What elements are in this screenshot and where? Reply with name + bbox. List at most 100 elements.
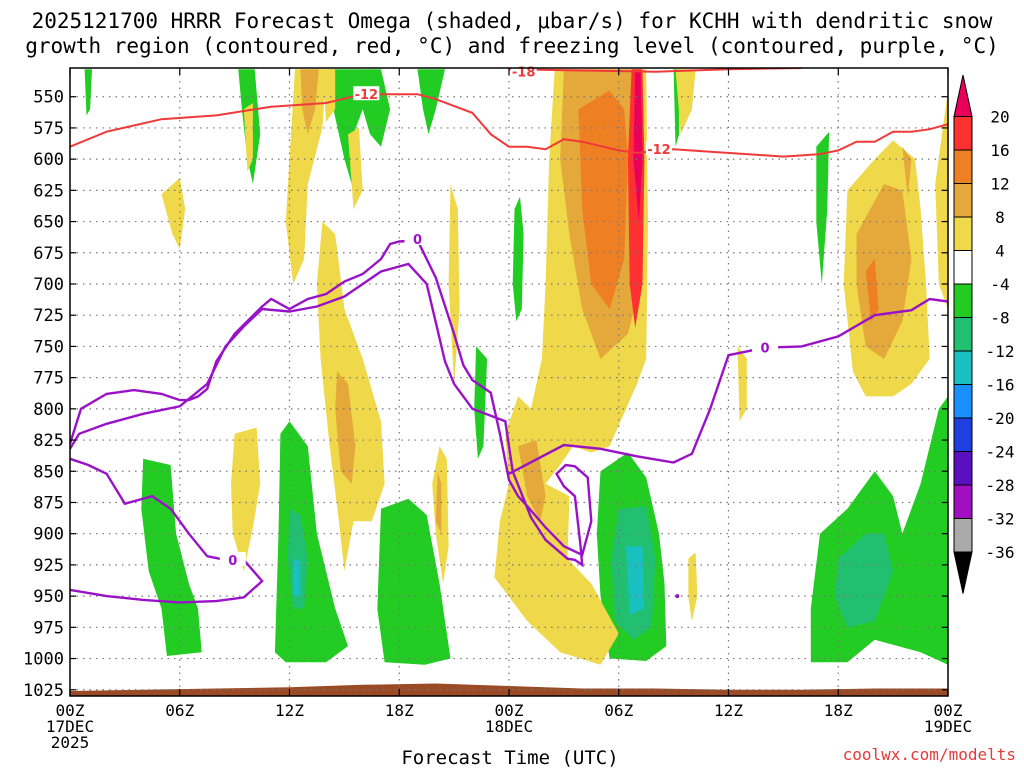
y-tick-label: 650 bbox=[33, 213, 64, 233]
omega-region-4 bbox=[322, 69, 336, 122]
colorbar-label: -32 bbox=[986, 510, 1015, 529]
colorbar-label: 16 bbox=[990, 141, 1009, 160]
colorbar-label: -8 bbox=[990, 309, 1009, 328]
label-dgz-warm-1-bg bbox=[353, 86, 380, 101]
x-tick-label: 12Z bbox=[714, 701, 743, 720]
x-tick-label: 00Z bbox=[495, 701, 524, 720]
colorbar-label: -24 bbox=[986, 443, 1015, 462]
x-tick-label: 19DEC bbox=[924, 717, 972, 736]
colorbar-label: -20 bbox=[986, 409, 1015, 428]
label-freezing-2-bg bbox=[219, 551, 246, 566]
colorbar-segment bbox=[953, 350, 973, 385]
grid-lines bbox=[70, 68, 948, 696]
freezing-level-contour-east bbox=[508, 297, 948, 475]
colorbar-label: -4 bbox=[990, 275, 1009, 294]
omega-region-8 bbox=[300, 69, 319, 135]
y-tick-label: 925 bbox=[33, 556, 64, 576]
label-freezing-1: 0 bbox=[413, 233, 422, 248]
omega-region--12 bbox=[293, 558, 301, 597]
freezing-level-contour bbox=[70, 239, 593, 568]
omega-region--4 bbox=[141, 458, 202, 656]
y-tick-label: 1000 bbox=[23, 650, 64, 670]
omega-region--4 bbox=[816, 131, 830, 284]
colorbar-segment bbox=[953, 283, 973, 318]
x-tick-label: 12Z bbox=[275, 701, 304, 720]
omega-region-8 bbox=[435, 471, 442, 534]
colorbar-segment bbox=[953, 317, 973, 352]
colorbar-segment bbox=[953, 451, 973, 486]
y-tick-label: 625 bbox=[33, 181, 64, 201]
colorbar-segment bbox=[953, 551, 973, 594]
omega-region--4 bbox=[512, 196, 524, 322]
omega-region-20 bbox=[633, 71, 643, 222]
credit-text: coolwx.com/modelts bbox=[843, 745, 1016, 764]
x-tick-label: 18DEC bbox=[485, 717, 533, 736]
y-tick-label: 875 bbox=[33, 493, 64, 513]
omega-region-4 bbox=[935, 90, 948, 309]
omega-region--8 bbox=[834, 533, 894, 628]
colorbar-segment bbox=[953, 484, 973, 519]
chart-title-line2: growth region (contoured, red, °C) and f… bbox=[25, 34, 999, 58]
y-tick-label: 800 bbox=[33, 400, 64, 420]
omega-region--4 bbox=[84, 69, 92, 116]
omega-region--8 bbox=[287, 508, 308, 609]
colorbar-label: 4 bbox=[995, 242, 1005, 261]
x-tick-label: 17DEC bbox=[46, 717, 94, 736]
label-dgz-cold: -18 bbox=[512, 66, 536, 81]
x-tick-label: 00Z bbox=[934, 701, 963, 720]
y-tick-label: 975 bbox=[33, 618, 64, 638]
freezing-dot bbox=[675, 594, 680, 599]
dgz-cold-contour bbox=[508, 68, 802, 73]
omega-region-4 bbox=[737, 346, 747, 422]
colorbar-segment bbox=[953, 116, 973, 151]
label-freezing-3: 0 bbox=[761, 342, 770, 357]
colorbar-label: -36 bbox=[986, 543, 1015, 562]
omega-region-8 bbox=[335, 371, 356, 484]
omega-region-12 bbox=[578, 90, 628, 309]
label-dgz-warm-2: -12 bbox=[647, 143, 671, 158]
colorbar-label: 8 bbox=[995, 208, 1005, 227]
label-freezing-3-bg bbox=[752, 339, 779, 354]
y-tick-label: 600 bbox=[33, 150, 64, 170]
x-tick-label: 06Z bbox=[604, 701, 633, 720]
omega-region--4 bbox=[417, 69, 445, 135]
colorbar-label: 20 bbox=[990, 108, 1009, 127]
dgz-warm-contour bbox=[70, 93, 948, 158]
y-tick-label: 550 bbox=[33, 88, 64, 108]
y-tick-label: 950 bbox=[33, 587, 64, 607]
y-tick-label: 850 bbox=[33, 462, 64, 482]
x-tick-label: 2025 bbox=[51, 733, 90, 752]
colorbar-segment bbox=[953, 518, 973, 553]
x-axis-label: Forecast Time (UTC) bbox=[401, 747, 618, 768]
x-tick-label: 18Z bbox=[824, 701, 853, 720]
label-freezing-2: 0 bbox=[228, 554, 237, 569]
colorbar-segment bbox=[953, 417, 973, 452]
y-tick-label: 825 bbox=[33, 431, 64, 451]
y-tick-label: 1025 bbox=[23, 681, 64, 701]
colorbar-segment bbox=[953, 183, 973, 218]
y-tick-label: 675 bbox=[33, 244, 64, 264]
y-tick-label: 750 bbox=[33, 337, 64, 357]
y-tick-label: 700 bbox=[33, 275, 64, 295]
colorbar-segment bbox=[953, 216, 973, 251]
y-tick-label: 775 bbox=[33, 369, 64, 389]
colorbar-segment bbox=[953, 149, 973, 184]
label-freezing-1-bg bbox=[404, 231, 431, 246]
omega-region--4 bbox=[474, 346, 488, 459]
omega-region-12 bbox=[865, 259, 879, 322]
colorbar-label: -16 bbox=[986, 376, 1015, 395]
colorbar-segment bbox=[953, 384, 973, 419]
omega-region-4 bbox=[688, 552, 698, 622]
colorbar-label: 12 bbox=[990, 175, 1009, 194]
plot-area: -12 -12 -18 0 0 0 bbox=[69, 63, 949, 697]
y-tick-label: 725 bbox=[33, 306, 64, 326]
label-dgz-cold-bg bbox=[510, 63, 537, 78]
x-tick-label: 00Z bbox=[56, 701, 85, 720]
chart-title-line1: 2025121700 HRRR Forecast Omega (shaded, … bbox=[32, 9, 993, 33]
y-tick-label: 900 bbox=[33, 525, 64, 545]
label-dgz-warm-2-bg bbox=[645, 141, 672, 156]
omega-region-8 bbox=[518, 440, 546, 522]
label-dgz-warm-1: -12 bbox=[355, 88, 379, 103]
omega-region-4 bbox=[285, 69, 327, 284]
